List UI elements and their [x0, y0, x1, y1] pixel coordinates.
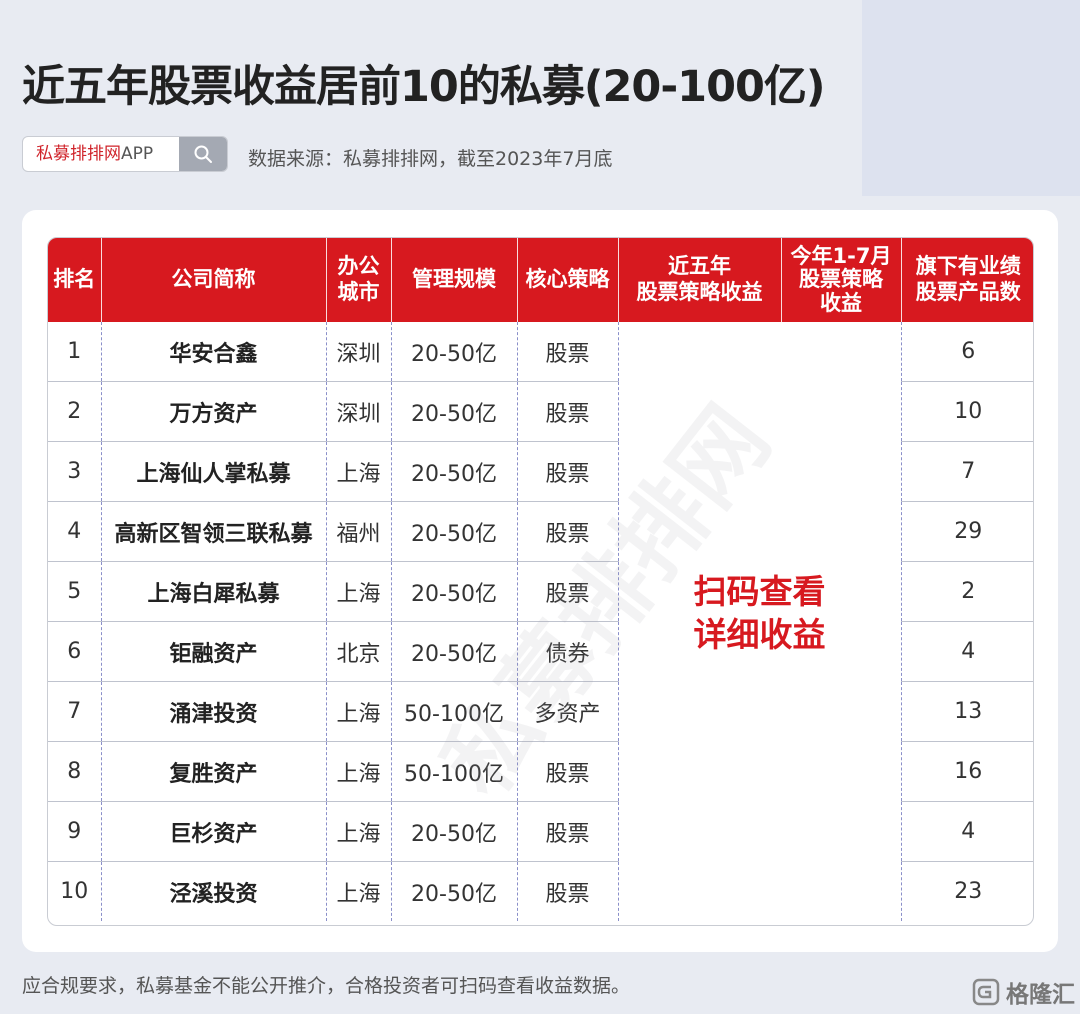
- strategy-cell: 股票: [517, 322, 619, 382]
- company-cell: 高新区智领三联私募: [101, 501, 327, 562]
- product-count-cell: 7: [901, 441, 1033, 502]
- col-header-product-count: 旗下有业绩 股票产品数: [901, 238, 1033, 322]
- company-cell: 巨杉资产: [101, 801, 327, 862]
- scale-cell: 20-50亿: [391, 621, 518, 682]
- city-cell: 上海: [326, 681, 392, 742]
- strategy-cell: 股票: [517, 501, 619, 562]
- city-cell: 上海: [326, 801, 392, 862]
- search-icon: [194, 145, 212, 163]
- product-count-cell: 4: [901, 801, 1033, 862]
- rank-cell: 6: [48, 621, 102, 682]
- table-row: 6 钜融资产 北京 20-50亿 债券 4: [48, 621, 1033, 682]
- logo-text: 格隆汇: [1006, 982, 1075, 1008]
- product-count-cell: 29: [901, 501, 1033, 562]
- rank-cell: 3: [48, 441, 102, 502]
- rank-cell: 1: [48, 322, 102, 382]
- rank-cell: 9: [48, 801, 102, 862]
- table-row: 1 华安合鑫 深圳 20-50亿 股票 扫码查看 详细收益 6: [48, 322, 1033, 921]
- gelonghui-logo: 格隆汇: [972, 975, 1075, 1009]
- table-row: 9 巨杉资产 上海 20-50亿 股票 4: [48, 801, 1033, 862]
- qr-note-cell: 扫码查看 详细收益: [618, 322, 902, 921]
- table-row: 4 高新区智领三联私募 福州 20-50亿 股票 29: [48, 501, 1033, 562]
- strategy-cell: 股票: [517, 381, 619, 442]
- table-row: 7 涌津投资 上海 50-100亿 多资产 13: [48, 681, 1033, 742]
- strategy-cell: 股票: [517, 801, 619, 862]
- search-label-suffix: APP: [121, 144, 154, 164]
- company-cell: 上海仙人掌私募: [101, 441, 327, 502]
- city-cell: 深圳: [326, 381, 392, 442]
- col-header-rank: 排名: [48, 238, 102, 322]
- scale-cell: 20-50亿: [391, 861, 518, 921]
- strategy-cell: 股票: [517, 741, 619, 802]
- compliance-note: 应合规要求，私募基金不能公开推介，合格投资者可扫码查看收益数据。: [22, 975, 631, 997]
- scale-cell: 20-50亿: [391, 381, 518, 442]
- table-row: 5 上海白犀私募 上海 20-50亿 股票 2: [48, 561, 1033, 622]
- product-count-cell: 23: [954, 879, 983, 904]
- company-cell: 复胜资产: [101, 741, 327, 802]
- search-label[interactable]: 私募排排网APP: [23, 137, 179, 171]
- product-count-cell: 10: [901, 381, 1033, 442]
- company-cell: 涌津投资: [101, 681, 327, 742]
- strategy-cell: 股票: [517, 561, 619, 622]
- qr-note: 扫码查看 详细收益: [693, 571, 826, 654]
- table-row: 8 复胜资产 上海 50-100亿 股票 16: [48, 741, 1033, 802]
- company-cell: 万方资产: [101, 381, 327, 442]
- city-cell: 上海: [326, 561, 392, 622]
- company-cell: 华安合鑫: [101, 322, 327, 382]
- scale-cell: 20-50亿: [391, 501, 518, 562]
- product-count-cell: 16: [901, 741, 1033, 802]
- city-cell: 北京: [326, 621, 392, 682]
- search-label-brand: 私募排排网: [36, 144, 121, 164]
- rank-cell: 5: [48, 561, 102, 622]
- search-button[interactable]: [179, 137, 227, 171]
- page-title: 近五年股票收益居前10的私募(20-100亿): [22, 62, 826, 112]
- col-header-scale: 管理规模: [391, 238, 518, 322]
- scale-cell: 20-50亿: [391, 322, 518, 382]
- rank-cell: 2: [48, 381, 102, 442]
- gelonghui-logo-icon: [972, 978, 1000, 1006]
- strategy-cell: 债券: [517, 621, 619, 682]
- company-cell: 钜融资产: [101, 621, 327, 682]
- product-count-cell: 2: [901, 561, 1033, 622]
- scale-cell: 20-50亿: [391, 441, 518, 502]
- table-row: 2 万方资产 深圳 20-50亿 股票 10: [48, 381, 1033, 442]
- strategy-cell: 多资产: [517, 681, 619, 742]
- rank-cell: 10: [48, 861, 102, 921]
- table-row: 3 上海仙人掌私募 上海 20-50亿 股票 7: [48, 441, 1033, 502]
- ranking-table: 排名 公司简称 办公 城市 管理规模 核心策略 近五年 股票策略收益 今年1-7月股…: [48, 238, 1033, 921]
- ranking-table-wrapper: 排名 公司简称 办公 城市 管理规模 核心策略 近五年 股票策略收益 今年1-7月股…: [47, 237, 1034, 926]
- col-header-company: 公司简称: [101, 238, 327, 322]
- table-row: 10 泾溪投资 上海 20-50亿 股票 23: [48, 861, 1033, 921]
- city-cell: 上海: [326, 741, 392, 802]
- company-cell: 上海白犀私募: [101, 561, 327, 622]
- company-cell: 泾溪投资: [101, 861, 327, 921]
- strategy-cell: 股票: [517, 441, 619, 502]
- col-header-city: 办公 城市: [326, 238, 392, 322]
- rank-cell: 7: [48, 681, 102, 742]
- scale-cell: 20-50亿: [391, 561, 518, 622]
- city-cell: 上海: [326, 861, 392, 921]
- product-count-cell: 13: [901, 681, 1033, 742]
- search-box[interactable]: 私募排排网APP: [22, 136, 228, 172]
- rank-cell: 8: [48, 741, 102, 802]
- col-header-ytd-return: 今年1-7月 股票策略 收益: [781, 238, 902, 322]
- data-source-note: 数据来源：私募排排网，截至2023年7月底: [248, 148, 613, 170]
- scale-cell: 50-100亿: [391, 741, 518, 802]
- col-header-strategy: 核心策略: [517, 238, 619, 322]
- rank-cell: 4: [48, 501, 102, 562]
- city-cell: 深圳: [326, 322, 392, 382]
- scale-cell: 20-50亿: [391, 801, 518, 862]
- product-count-cell: 4: [901, 621, 1033, 682]
- table-header-row: 排名 公司简称 办公 城市 管理规模 核心策略 近五年 股票策略收益 今年1-7月股…: [48, 238, 1033, 322]
- col-header-five-year-return: 近五年 股票策略收益: [618, 238, 782, 322]
- city-cell: 福州: [326, 501, 392, 562]
- product-count-cell: 6: [901, 322, 1033, 382]
- corner-panel: [862, 0, 1080, 196]
- scale-cell: 50-100亿: [391, 681, 518, 742]
- strategy-cell: 股票: [517, 861, 619, 921]
- city-cell: 上海: [326, 441, 392, 502]
